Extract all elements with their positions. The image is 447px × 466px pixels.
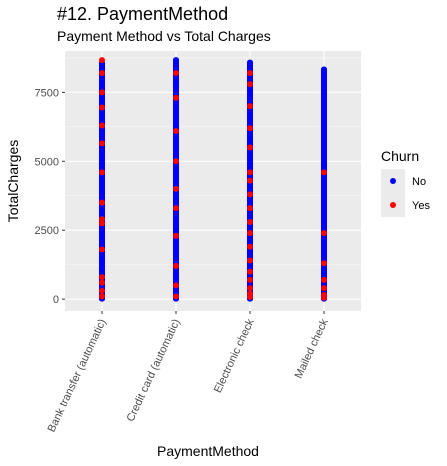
x-axis-title: PaymentMethod: [157, 443, 259, 459]
x-tick-label: Credit card (automatic): [125, 317, 183, 423]
data-point-yes: [173, 158, 179, 165]
series-yes: [99, 57, 327, 301]
data-point-yes: [173, 94, 179, 101]
grid-minor: [65, 57, 361, 265]
data-point-yes: [321, 229, 327, 236]
data-point-yes: [247, 268, 253, 275]
data-point-yes: [247, 144, 253, 151]
y-tick-label: 5000: [35, 156, 59, 168]
x-tick-label: Bank transfer (automatic): [46, 317, 109, 434]
data-point-yes: [99, 89, 105, 96]
legend-title: Churn: [381, 148, 419, 164]
data-point-yes: [99, 104, 105, 111]
data-point-yes: [99, 293, 105, 300]
data-point-yes: [321, 260, 327, 267]
data-point-yes: [247, 177, 253, 184]
data-point-no: [173, 57, 179, 64]
legend-key-yes: [390, 202, 396, 208]
y-tick-label: 7500: [35, 87, 59, 99]
data-point-yes: [173, 185, 179, 192]
legend-label-yes: Yes: [412, 200, 430, 212]
data-point-yes: [99, 140, 105, 147]
data-point-no: [321, 66, 327, 73]
data-point-yes: [99, 57, 105, 64]
data-point-yes: [173, 293, 179, 300]
data-point-yes: [247, 229, 253, 236]
data-point-yes: [321, 276, 327, 283]
data-point-yes: [247, 70, 253, 77]
chart-subtitle: Payment Method vs Total Charges: [57, 28, 271, 44]
x-tick-label: Mailed check: [293, 317, 331, 381]
data-point-yes: [321, 294, 327, 301]
data-point-yes: [99, 220, 105, 227]
data-point-yes: [247, 218, 253, 225]
data-point-yes: [247, 205, 253, 212]
data-point-yes: [321, 285, 327, 292]
data-point-yes: [173, 205, 179, 212]
data-point-yes: [99, 169, 105, 176]
data-point-yes: [173, 282, 179, 289]
y-tick-label: 2500: [35, 225, 59, 237]
data-point-yes: [247, 285, 253, 292]
chart-title: #12. PaymentMethod: [57, 4, 229, 24]
data-point-yes: [247, 276, 253, 283]
data-point-yes: [99, 216, 105, 223]
data-point-yes: [173, 263, 179, 270]
data-point-yes: [99, 287, 105, 294]
legend-label-no: No: [412, 176, 426, 188]
data-point-yes: [99, 246, 105, 253]
data-point-yes: [173, 127, 179, 134]
data-point-no: [247, 59, 253, 66]
data-point-yes: [99, 199, 105, 206]
data-point-yes: [99, 274, 105, 281]
legend: Churn No Yes: [381, 148, 430, 217]
data-point-yes: [247, 125, 253, 132]
x-axis: Bank transfer (automatic) Credit card (au…: [46, 311, 331, 434]
data-point-yes: [99, 70, 105, 77]
data-point-yes: [99, 122, 105, 129]
y-tick-label: 0: [53, 294, 59, 306]
data-point-yes: [321, 169, 327, 176]
legend-key-no: [390, 178, 396, 184]
data-point-yes: [247, 293, 253, 300]
data-point-yes: [247, 191, 253, 198]
y-axis-title: TotalCharges: [5, 140, 21, 223]
data-point-yes: [247, 243, 253, 250]
plot-panel: [65, 51, 361, 311]
data-point-yes: [99, 279, 105, 286]
data-point-yes: [247, 103, 253, 110]
data-point-yes: [247, 81, 253, 88]
data-point-yes: [173, 70, 179, 77]
data-point-yes: [247, 257, 253, 264]
data-point-yes: [247, 169, 253, 176]
x-tick-label: Electronic check: [212, 317, 257, 395]
data-point-yes: [173, 232, 179, 239]
y-axis: 0 2500 5000 7500: [35, 87, 65, 306]
